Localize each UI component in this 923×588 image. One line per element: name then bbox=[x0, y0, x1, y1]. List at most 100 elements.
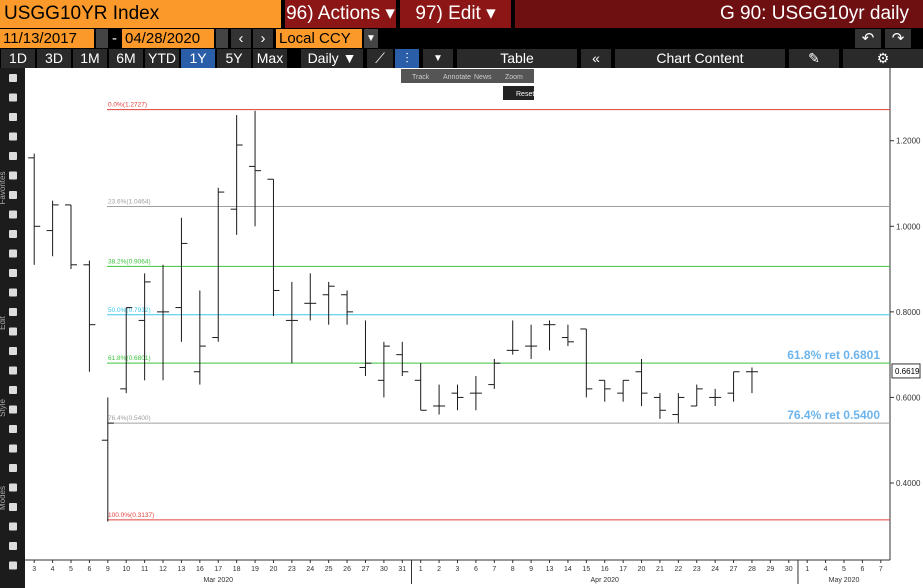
tool-icon[interactable] bbox=[9, 308, 17, 316]
prev-button[interactable]: ‹ bbox=[231, 29, 251, 48]
chart-content-button[interactable]: Chart Content bbox=[615, 49, 785, 68]
tool-icon[interactable] bbox=[9, 113, 17, 121]
tool-icon[interactable] bbox=[9, 503, 17, 511]
calendar-icon[interactable] bbox=[216, 29, 228, 48]
retracement-label: 0.0%(1.2727) bbox=[108, 102, 147, 109]
tool-icon[interactable] bbox=[9, 152, 17, 160]
last-price-tag bbox=[891, 363, 921, 379]
overlay-button: Track bbox=[412, 74, 430, 81]
undo-button[interactable]: ↶ bbox=[855, 29, 881, 48]
x-tick-label: 30 bbox=[785, 566, 793, 573]
x-tick-label: 6 bbox=[474, 566, 478, 573]
edit-icon[interactable]: ✎ bbox=[789, 49, 839, 68]
frequency-dropdown[interactable]: Daily ▼ bbox=[301, 49, 363, 68]
edit-button[interactable]: 97) Edit ▾ bbox=[400, 0, 511, 28]
range-button[interactable]: 3D bbox=[37, 49, 71, 68]
overlay-button: Zoom bbox=[505, 74, 523, 81]
sidebar-section-label: Modes bbox=[0, 486, 7, 510]
tool-icon[interactable] bbox=[9, 191, 17, 199]
x-tick-label: 10 bbox=[122, 566, 130, 573]
x-tick-label: 24 bbox=[711, 566, 719, 573]
bar-chart-button[interactable]: ⫶ bbox=[395, 49, 419, 68]
currency-dropdown[interactable]: ▼ bbox=[364, 29, 378, 48]
table-button[interactable]: Table bbox=[457, 49, 577, 68]
x-tick-label: 1 bbox=[419, 566, 423, 573]
tool-icon[interactable] bbox=[9, 288, 17, 297]
x-tick-label: 16 bbox=[196, 566, 204, 573]
tool-icon[interactable] bbox=[9, 405, 17, 414]
tool-icon[interactable] bbox=[9, 425, 17, 433]
overlay-toolbar bbox=[401, 69, 534, 83]
annotation: 76.4% ret 0.5400 bbox=[787, 408, 880, 422]
chart-area: Favorites Edit Style Modes Track Annotate New… bbox=[0, 68, 923, 588]
tool-icon[interactable] bbox=[9, 327, 17, 336]
redo-button[interactable]: ↷ bbox=[885, 29, 911, 48]
ticker-field[interactable]: USGG10YR Index bbox=[0, 0, 281, 28]
end-date[interactable]: 04/28/2020 bbox=[122, 29, 214, 48]
range-button[interactable]: YTD bbox=[145, 49, 179, 68]
x-tick-label: 4 bbox=[824, 566, 828, 573]
tool-icon[interactable] bbox=[9, 210, 17, 219]
x-tick-label: 11 bbox=[141, 566, 148, 573]
tool-icon[interactable] bbox=[9, 464, 17, 472]
settings-icon[interactable]: ⚙ bbox=[843, 49, 923, 68]
y-tick-label: 1.0000 bbox=[896, 222, 921, 231]
tool-icon[interactable] bbox=[9, 386, 17, 394]
date-separator: - bbox=[112, 30, 117, 47]
tool-icon[interactable] bbox=[9, 522, 17, 531]
last-price-label: 0.6619 bbox=[895, 367, 920, 376]
y-tick-label: 0.6000 bbox=[896, 393, 921, 402]
x-tick-label: 7 bbox=[492, 566, 496, 573]
x-tick-label: 6 bbox=[860, 566, 864, 573]
tool-icon[interactable] bbox=[9, 347, 17, 355]
x-tick-label: 9 bbox=[529, 566, 533, 573]
retracement-label: 23.6%(1.0464) bbox=[108, 198, 151, 205]
tool-icon[interactable] bbox=[9, 366, 17, 375]
tool-icon[interactable] bbox=[9, 249, 17, 258]
range-button[interactable]: 5Y bbox=[217, 49, 251, 68]
y-tick-label: 0.8000 bbox=[896, 308, 921, 317]
x-tick-label: 7 bbox=[879, 566, 883, 573]
overlay-button: News bbox=[474, 74, 492, 81]
retracement-label: 100.0%(0.3137) bbox=[108, 512, 154, 519]
tool-icon[interactable] bbox=[9, 483, 17, 492]
range-button[interactable]: Max bbox=[253, 49, 287, 68]
retracement-label: 38.2%(0.9064) bbox=[108, 258, 151, 265]
month-label: Apr 2020 bbox=[591, 577, 620, 584]
collapse-button[interactable]: « bbox=[581, 49, 611, 68]
month-label: Mar 2020 bbox=[203, 577, 233, 584]
range-button[interactable]: 6M bbox=[109, 49, 143, 68]
x-tick-label: 15 bbox=[582, 566, 590, 573]
chart-type-dropdown[interactable]: ▼ bbox=[423, 49, 453, 68]
x-tick-label: 2 bbox=[437, 566, 441, 573]
next-button[interactable]: › bbox=[253, 29, 273, 48]
tool-icon[interactable] bbox=[9, 230, 17, 238]
tool-icon[interactable] bbox=[9, 171, 17, 180]
line-chart-button[interactable]: ⟋ bbox=[367, 49, 393, 68]
tool-icon[interactable] bbox=[9, 93, 17, 102]
x-tick-label: 17 bbox=[619, 566, 627, 573]
start-date[interactable]: 11/13/2017 bbox=[0, 29, 94, 48]
reset-button bbox=[503, 86, 534, 100]
tool-icon[interactable] bbox=[9, 132, 17, 141]
tool-icon[interactable] bbox=[9, 542, 17, 550]
reset-label: Reset bbox=[516, 91, 534, 98]
x-tick-label: 21 bbox=[656, 566, 664, 573]
currency-field[interactable]: Local CCY bbox=[276, 29, 362, 48]
actions-button[interactable]: 96) Actions ▾ bbox=[285, 0, 396, 28]
range-button[interactable]: 1Y bbox=[181, 49, 215, 68]
tool-icon[interactable] bbox=[9, 269, 17, 277]
calendar-icon[interactable] bbox=[96, 29, 108, 48]
x-tick-label: 3 bbox=[456, 566, 460, 573]
x-tick-label: 17 bbox=[214, 566, 222, 573]
tool-icon[interactable] bbox=[9, 561, 17, 570]
x-tick-label: 5 bbox=[69, 566, 73, 573]
tool-icon[interactable] bbox=[9, 444, 17, 453]
x-tick-label: 24 bbox=[306, 566, 314, 573]
range-button[interactable]: 1D bbox=[1, 49, 35, 68]
range-button[interactable]: 1M bbox=[73, 49, 107, 68]
plot: Track Annotate News Zoom Reset 0.4000 0.6000 0.… bbox=[25, 68, 921, 584]
tool-icon[interactable] bbox=[9, 74, 17, 82]
sidebar-section-label: Style bbox=[0, 399, 7, 417]
